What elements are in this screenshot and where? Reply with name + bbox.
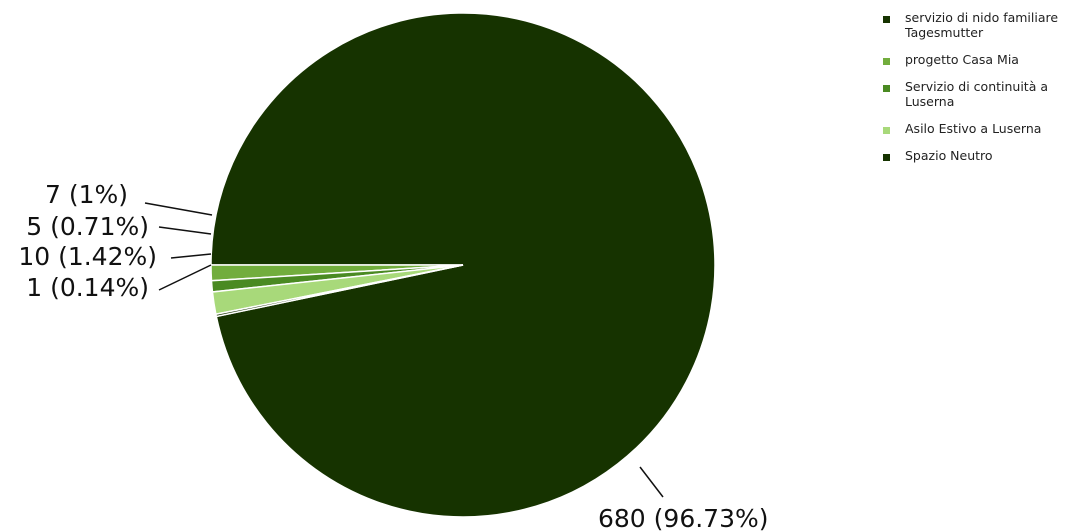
legend-swatch xyxy=(883,154,890,161)
legend-item: Spazio Neutro xyxy=(883,148,1067,163)
legend-swatch xyxy=(883,16,890,23)
data-label: 1 (0.14%) xyxy=(26,273,149,302)
leader-line xyxy=(158,226,212,235)
legend-label: Servizio di continuità a Luserna xyxy=(905,79,1048,109)
legend-item: Asilo Estivo a Luserna xyxy=(883,121,1067,136)
leader-line xyxy=(158,264,212,291)
data-label: 10 (1.42%) xyxy=(18,242,157,271)
data-label: 680 (96.73%) xyxy=(598,504,769,531)
legend-item: progetto Casa Mia xyxy=(883,52,1067,67)
leader-line xyxy=(639,466,664,498)
legend-swatch xyxy=(883,85,890,92)
data-label: 7 (1%) xyxy=(45,180,128,209)
legend: servizio di nido familiare Tagesmutter p… xyxy=(883,10,1067,175)
legend-item: servizio di nido familiare Tagesmutter xyxy=(883,10,1067,40)
legend-label: Spazio Neutro xyxy=(905,148,993,163)
legend-swatch xyxy=(883,58,890,65)
leader-line xyxy=(144,202,213,216)
data-label: 5 (0.71%) xyxy=(26,212,149,241)
legend-label: progetto Casa Mia xyxy=(905,52,1019,67)
leader-line xyxy=(170,253,212,259)
legend-swatch xyxy=(883,127,890,134)
legend-label: servizio di nido familiare Tagesmutter xyxy=(905,10,1059,40)
legend-label: Asilo Estivo a Luserna xyxy=(905,121,1042,136)
pie-slice xyxy=(214,264,464,318)
legend-item: Servizio di continuità a Luserna xyxy=(883,79,1067,109)
